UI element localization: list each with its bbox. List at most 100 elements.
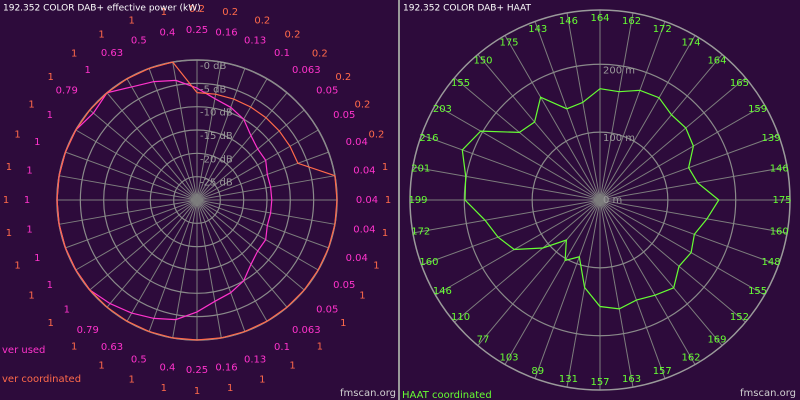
- value-label: 1: [28, 100, 34, 111]
- value-label: 1: [373, 260, 379, 271]
- radial-grid-line: [599, 199, 765, 296]
- radial-grid-line: [477, 199, 601, 346]
- value-label: 1: [14, 130, 20, 141]
- grid-ring: [149, 152, 245, 248]
- value-label: 1: [289, 360, 295, 371]
- value-label: 0.063: [292, 65, 321, 76]
- value-label: 1: [385, 195, 391, 206]
- value-label: 162: [681, 353, 700, 364]
- value-label: 159: [748, 104, 767, 115]
- value-label: 0.2: [222, 7, 238, 18]
- radial-grid-line: [599, 199, 723, 346]
- radial-grid-line: [599, 199, 788, 234]
- value-label: 89: [531, 366, 544, 377]
- value-label: 216: [419, 133, 438, 144]
- credit: fmscan.org: [340, 388, 396, 399]
- value-label: 1: [359, 291, 365, 302]
- radial-grid-line: [599, 199, 634, 388]
- radial-grid-line: [599, 199, 666, 379]
- grid-ring: [463, 63, 737, 337]
- value-label: 157: [590, 377, 609, 388]
- value-label: 163: [622, 374, 641, 385]
- value-label: 0.16: [215, 362, 237, 373]
- radial-grid-line: [504, 35, 601, 201]
- value-label: 0.63: [101, 48, 123, 59]
- value-label: 0.04: [346, 253, 368, 264]
- value-label: 155: [748, 286, 767, 297]
- radial-grid-line: [566, 199, 601, 388]
- value-label: 175: [772, 195, 791, 206]
- value-label: 1: [71, 341, 77, 352]
- value-label: 0.063: [292, 325, 321, 336]
- r-tick-label: 0 m: [603, 195, 622, 206]
- value-label: 1: [128, 16, 134, 27]
- value-label: 0.2: [369, 130, 385, 141]
- value-label: 0.2: [335, 72, 351, 83]
- value-label: 1: [34, 137, 40, 148]
- chart-title: 192.352 COLOR DAB+ effective power (kW): [3, 4, 201, 14]
- legend-label: ver used: [2, 345, 45, 356]
- grid-ring: [126, 129, 268, 271]
- value-label: 0.79: [77, 325, 99, 336]
- value-label: 0.2: [254, 16, 270, 27]
- value-label: 0.4: [160, 362, 176, 373]
- grid-ring: [79, 82, 315, 318]
- value-label: 1: [28, 291, 34, 302]
- value-label: 0.05: [333, 110, 355, 121]
- value-label: 0.2: [312, 49, 328, 60]
- value-label: 1: [6, 162, 12, 173]
- value-label: 0.04: [356, 195, 378, 206]
- value-label: 0.04: [353, 165, 375, 176]
- value-label: 165: [730, 78, 749, 89]
- value-label: 0.25: [186, 25, 208, 36]
- radial-grid-line: [412, 166, 601, 201]
- value-label: 0.79: [56, 86, 78, 97]
- radial-grid-line: [599, 134, 779, 201]
- value-label: 152: [730, 312, 749, 323]
- value-label: 1: [26, 165, 32, 176]
- grid-ring: [173, 176, 221, 224]
- r-tick-label: -20 dB: [200, 154, 233, 165]
- value-label: 1: [259, 374, 265, 385]
- chart-title: 192.352 COLOR DAB+ HAAT: [403, 4, 531, 14]
- value-label: 77: [477, 334, 490, 345]
- value-label: 1: [34, 253, 40, 264]
- value-label: 146: [559, 16, 578, 27]
- value-label: 1: [47, 72, 53, 83]
- r-tick-label: 100 m: [603, 133, 635, 144]
- radial-grid-line: [504, 199, 601, 365]
- value-label: 0.2: [354, 100, 370, 111]
- value-label: 1: [317, 341, 323, 352]
- value-label: 0.1: [274, 342, 290, 353]
- value-label: 0.05: [316, 86, 338, 97]
- radial-grid-line: [566, 12, 601, 201]
- value-label: 0.04: [346, 137, 368, 148]
- value-label: 0.2: [189, 4, 205, 15]
- value-label: 1: [71, 49, 77, 60]
- value-label: 146: [770, 163, 789, 174]
- value-label: 1: [47, 110, 53, 121]
- value-label: 1: [227, 383, 233, 394]
- radial-grid-line: [599, 104, 765, 201]
- grid-ring: [103, 106, 291, 294]
- radial-grid-line: [477, 54, 601, 201]
- value-label: 169: [707, 334, 726, 345]
- radial-grid-line: [599, 12, 634, 201]
- value-label: 0.25: [186, 365, 208, 376]
- value-label: 172: [411, 227, 430, 238]
- value-label: 1: [340, 318, 346, 329]
- value-label: 1: [128, 374, 134, 385]
- value-label: 155: [451, 78, 470, 89]
- value-label: 174: [681, 37, 700, 48]
- radial-grid-line: [599, 166, 788, 201]
- value-label: 150: [473, 56, 492, 67]
- value-label: 1: [98, 360, 104, 371]
- value-label: 1: [98, 30, 104, 41]
- value-label: 0.05: [316, 304, 338, 315]
- radial-grid-line: [599, 77, 746, 201]
- radial-grid-line: [599, 199, 779, 266]
- value-label: 139: [761, 133, 780, 144]
- value-label: 0.13: [244, 355, 266, 366]
- value-label: 1: [194, 386, 200, 397]
